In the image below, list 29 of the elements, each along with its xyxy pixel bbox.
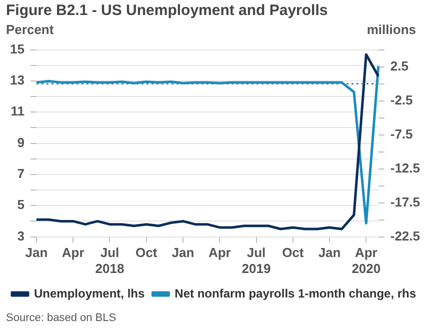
x-tick-label: Oct [282, 245, 304, 260]
y2-axis-title: millions [366, 22, 416, 37]
y2-tick-label: -2.5 [390, 92, 413, 108]
y2-tick-label: -22.5 [390, 228, 420, 244]
y2-tick-label: 2.5 [390, 58, 408, 74]
x-tick-label: Jan [172, 245, 194, 260]
y-tick-label: 3 [17, 228, 24, 244]
x-tick-label: Jan [318, 245, 341, 260]
y-tick-label: 5 [17, 197, 24, 212]
x-tick-label: Jul 2019 [242, 245, 271, 276]
x-tick-label: Apr [62, 245, 84, 260]
source-note: Source: based on BLS [6, 312, 116, 324]
x-tick-label: Apr [208, 245, 231, 260]
chart-title: Figure B2.1 - US Unemployment and Payrolls [6, 2, 328, 19]
x-tick-label: Jan [25, 245, 48, 260]
x-tick-label: Jul 2018 [95, 245, 124, 276]
y-tick-label: 7 [17, 166, 24, 182]
legend-label: Net nonfarm payrolls 1-month change, rhs [174, 286, 416, 300]
y-tick-label: 15 [10, 41, 24, 56]
y2-tick-label: -12.5 [390, 160, 420, 176]
y-tick-label: 9 [17, 134, 24, 150]
x-tick-label: Apr 2020 [352, 245, 381, 276]
y-tick-label: 13 [10, 72, 24, 88]
legend-label: Unemployment, lhs [34, 286, 146, 300]
x-tick-label: Oct [136, 245, 158, 260]
y-tick-label: 11 [10, 104, 24, 119]
y2-tick-label: -7.5 [390, 126, 413, 142]
y2-tick-label: -17.5 [390, 194, 420, 210]
y-axis-title: Percent [6, 22, 54, 37]
